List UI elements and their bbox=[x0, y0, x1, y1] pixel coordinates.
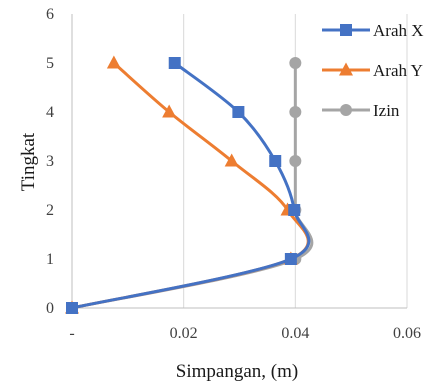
data-point bbox=[66, 302, 78, 314]
data-point bbox=[224, 153, 239, 167]
legend-item: Arah Y bbox=[322, 61, 423, 80]
legend-label: Arah Y bbox=[373, 61, 423, 80]
legend-item: Arah X bbox=[322, 21, 424, 40]
y-tick-label: 6 bbox=[46, 6, 54, 23]
y-axis-title: Tingkat bbox=[18, 132, 39, 191]
axes bbox=[71, 14, 407, 309]
legend-marker bbox=[340, 104, 352, 116]
data-point bbox=[269, 155, 282, 167]
series-line bbox=[71, 61, 310, 310]
legend-item: Izin bbox=[322, 101, 400, 120]
data-point bbox=[162, 104, 177, 118]
legend-marker bbox=[339, 62, 353, 76]
data-point bbox=[289, 57, 302, 69]
data-point bbox=[232, 106, 245, 118]
series-line bbox=[71, 61, 311, 310]
y-tick-label: 4 bbox=[46, 104, 54, 121]
x-tick-label: - bbox=[69, 325, 74, 342]
series-layer bbox=[65, 55, 314, 314]
data-point bbox=[284, 253, 297, 265]
data-point bbox=[289, 106, 302, 118]
legend-label: Izin bbox=[373, 101, 400, 120]
y-tick-label: 5 bbox=[46, 55, 54, 72]
y-tick-label: 3 bbox=[46, 153, 54, 170]
x-tick-label: 0.06 bbox=[393, 325, 421, 342]
series-izin bbox=[66, 57, 314, 314]
data-point bbox=[106, 55, 121, 69]
tick-labels: - 0.02 0.04 0.06 0 1 2 3 4 5 6 bbox=[46, 6, 421, 342]
data-point bbox=[288, 204, 301, 216]
y-tick-label: 0 bbox=[46, 300, 54, 317]
series-arah-x bbox=[66, 57, 311, 314]
y-tick-label: 1 bbox=[46, 251, 54, 268]
legend: Arah X Arah Y Izin bbox=[322, 21, 424, 120]
x-tick-label: 0.02 bbox=[170, 325, 198, 342]
series-arah-y bbox=[65, 55, 310, 314]
data-point bbox=[168, 57, 181, 69]
series-line bbox=[71, 63, 314, 310]
data-point bbox=[289, 155, 302, 167]
y-tick-label: 2 bbox=[46, 202, 54, 219]
x-tick-label: 0.04 bbox=[281, 325, 309, 342]
legend-label: Arah X bbox=[373, 21, 424, 40]
legend-marker bbox=[340, 24, 352, 36]
x-axis-title: Simpangan, (m) bbox=[176, 361, 298, 382]
